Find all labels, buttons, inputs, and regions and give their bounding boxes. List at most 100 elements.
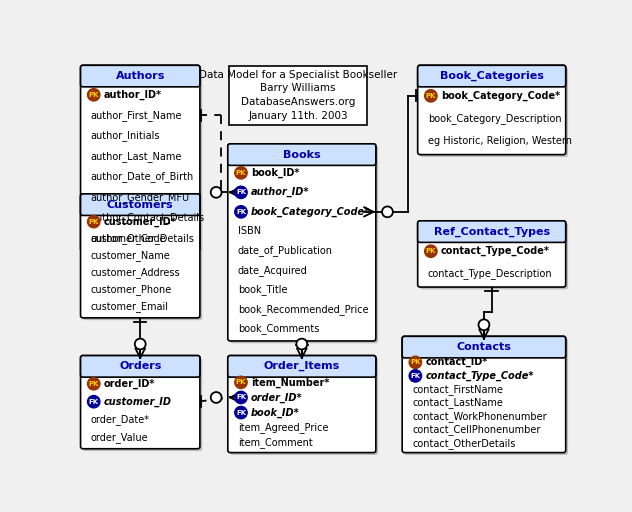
Text: Books: Books [283,150,320,160]
Circle shape [210,392,222,403]
Text: customer_ID*: customer_ID* [104,217,176,227]
Text: item_Number*: item_Number* [251,377,329,388]
FancyBboxPatch shape [80,194,200,318]
Text: Customers: Customers [107,200,174,209]
Text: Order_Items: Order_Items [264,361,340,372]
Text: author_Initials: author_Initials [90,131,160,141]
Text: book_Category_Code*: book_Category_Code* [441,91,560,101]
Text: PK: PK [88,219,99,225]
Text: item_Agreed_Price: item_Agreed_Price [238,422,329,433]
Text: author_Other_Details: author_Other_Details [90,233,195,244]
Text: order_Date*: order_Date* [90,414,150,425]
Text: contact_LastName: contact_LastName [412,397,503,409]
FancyBboxPatch shape [230,146,378,343]
FancyBboxPatch shape [228,144,376,165]
Circle shape [382,206,393,217]
Text: PK: PK [425,248,436,254]
Text: contact_CellPhonenumber: contact_CellPhonenumber [412,424,540,435]
Circle shape [234,407,247,419]
Text: PK: PK [236,170,246,176]
Text: PK: PK [425,93,436,99]
FancyBboxPatch shape [228,355,376,453]
Circle shape [425,90,437,102]
Circle shape [296,338,307,349]
Text: item_Comment: item_Comment [238,437,313,448]
Text: customer_Email: customer_Email [90,302,169,312]
Text: book_Category_Description: book_Category_Description [428,113,561,124]
FancyBboxPatch shape [228,355,376,377]
FancyBboxPatch shape [402,336,566,358]
Text: author_ID*: author_ID* [251,187,310,198]
Circle shape [87,396,100,408]
Text: order_ID*: order_ID* [251,392,303,402]
Text: Contacts: Contacts [456,342,511,352]
FancyBboxPatch shape [418,221,566,287]
Circle shape [234,206,247,218]
Text: PK: PK [410,359,421,366]
Circle shape [234,391,247,403]
Text: author_Date_of_Birth: author_Date_of_Birth [90,172,194,182]
FancyBboxPatch shape [228,144,376,341]
Text: January 11th. 2003: January 11th. 2003 [248,111,348,121]
Text: contact_Type_Description: contact_Type_Description [428,268,552,279]
Text: PK: PK [236,379,246,386]
FancyBboxPatch shape [83,196,202,320]
Text: Authors: Authors [116,71,165,81]
Circle shape [87,89,100,101]
FancyBboxPatch shape [83,358,202,451]
Text: customer_Code: customer_Code [90,233,166,244]
FancyBboxPatch shape [418,66,566,87]
Text: DatabaseAnswers.org: DatabaseAnswers.org [241,97,355,107]
Text: date_of_Publication: date_of_Publication [238,245,333,257]
Text: order_Value: order_Value [90,432,149,443]
Text: date_Acquired: date_Acquired [238,265,308,276]
FancyBboxPatch shape [418,221,566,242]
FancyBboxPatch shape [80,194,200,216]
Text: FK: FK [88,399,99,404]
Text: contact_OtherDetails: contact_OtherDetails [412,438,516,449]
FancyBboxPatch shape [402,336,566,453]
Text: author_Contact_Details: author_Contact_Details [90,212,205,223]
Text: book_ID*: book_ID* [251,168,300,178]
Text: FK: FK [410,373,420,379]
Circle shape [409,370,422,382]
Text: contact_FirstName: contact_FirstName [412,384,503,395]
Circle shape [87,378,100,390]
FancyBboxPatch shape [230,358,378,455]
Text: book_Recommended_Price: book_Recommended_Price [238,304,368,315]
Text: ISBN: ISBN [238,226,261,237]
FancyBboxPatch shape [80,66,200,87]
Text: customer_Phone: customer_Phone [90,285,172,295]
Circle shape [234,167,247,179]
Text: author_Last_Name: author_Last_Name [90,151,182,162]
Text: eg Historic, Religion, Western: eg Historic, Religion, Western [428,136,572,146]
FancyBboxPatch shape [420,68,568,157]
Circle shape [234,186,247,199]
FancyBboxPatch shape [80,355,200,377]
Text: author_First_Name: author_First_Name [90,110,182,121]
FancyBboxPatch shape [404,338,568,455]
Text: Ref_Contact_Types: Ref_Contact_Types [434,226,550,237]
Circle shape [425,245,437,258]
Text: FK: FK [236,209,246,215]
Text: contact_WorkPhonenumber: contact_WorkPhonenumber [412,411,547,422]
Text: book_Title: book_Title [238,285,288,295]
Circle shape [478,319,489,330]
Text: Barry Williams: Barry Williams [260,83,336,93]
Text: contact_Type_Code*: contact_Type_Code* [441,246,550,257]
Circle shape [210,187,222,198]
FancyBboxPatch shape [418,66,566,155]
Text: book_Category_Code*: book_Category_Code* [251,207,370,217]
Text: FK: FK [236,189,246,196]
Text: Book_Categories: Book_Categories [440,71,544,81]
Text: author_ID*: author_ID* [104,90,162,100]
Circle shape [234,376,247,389]
Text: customer_Address: customer_Address [90,267,180,279]
Text: author_Gender_MFU: author_Gender_MFU [90,192,190,203]
FancyBboxPatch shape [80,355,200,449]
Text: order_ID*: order_ID* [104,379,155,389]
Text: PK: PK [88,92,99,98]
FancyBboxPatch shape [420,223,568,289]
Circle shape [409,356,422,369]
Text: customer_Name: customer_Name [90,250,171,261]
